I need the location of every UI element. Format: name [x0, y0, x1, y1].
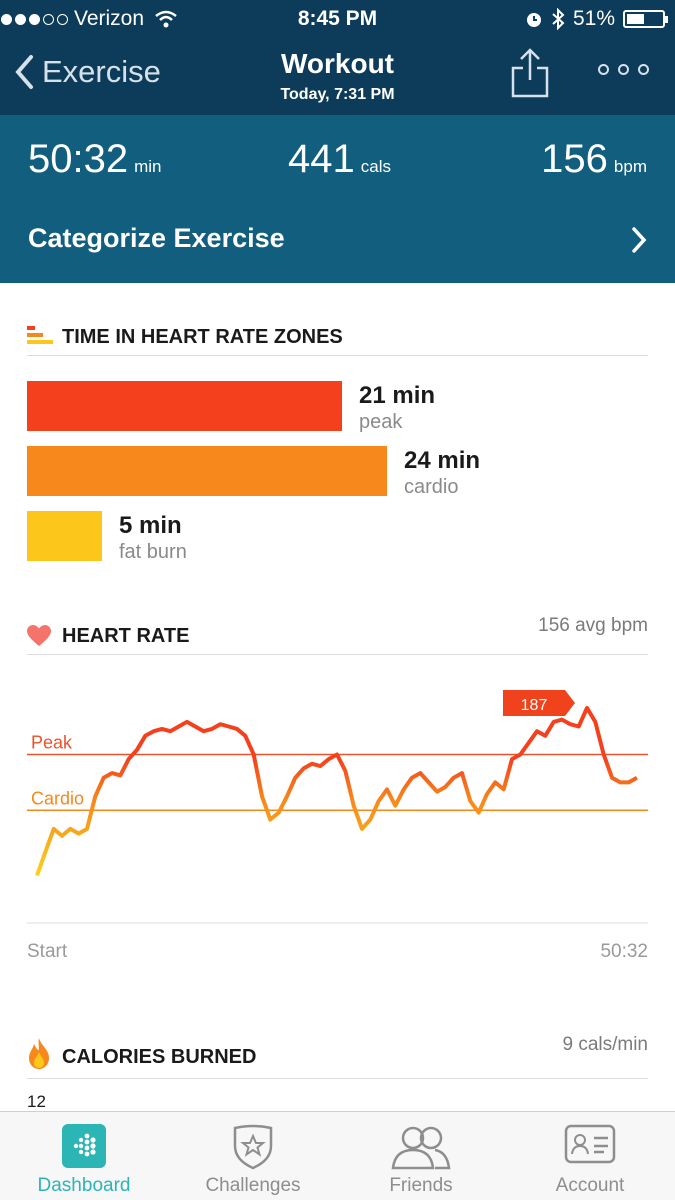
calories-stat: 441 cals — [288, 137, 391, 182]
bluetooth-icon — [552, 8, 565, 30]
zone-name: peak — [359, 411, 403, 433]
zone-minutes: 24 min — [404, 447, 481, 474]
account-icon — [564, 1124, 616, 1164]
heart-rate-title: HEART RATE — [62, 625, 190, 647]
chevron-left-icon — [15, 55, 33, 89]
friends-icon — [391, 1126, 451, 1170]
zone-label: 21 min peak — [359, 382, 435, 434]
carrier-name: Verizon — [74, 7, 145, 30]
zone-name: fat burn — [119, 541, 187, 563]
zone-minutes: 5 min — [119, 512, 182, 539]
status-right: 51% — [525, 7, 668, 31]
calories-unit: cals — [360, 157, 391, 176]
tab-friends[interactable]: Friends — [337, 1112, 505, 1200]
zone-label: 24 min cardio — [404, 447, 480, 499]
duration-stat: 50:32 min — [28, 137, 162, 182]
zone-bar-peak — [27, 381, 342, 431]
page-subtitle: Today, 7:31 PM — [280, 86, 395, 103]
bpm-unit: bpm — [613, 157, 647, 176]
duration-value: 50:32 — [28, 137, 129, 181]
tab-account[interactable]: Account — [506, 1112, 674, 1200]
zone-name: cardio — [404, 476, 459, 498]
reference-label-cardio: Cardio — [31, 788, 84, 808]
tab-dashboard[interactable]: Dashboard — [0, 1112, 168, 1200]
categorize-label: Categorize Exercise — [28, 223, 285, 253]
dashboard-icon — [62, 1124, 106, 1168]
heart-rate-header: HEART RATE 156 avg bpm — [27, 615, 648, 655]
calories-y-axis-top: 12 — [27, 1092, 46, 1111]
categorize-exercise-button[interactable]: Categorize Exercise — [0, 210, 675, 283]
flame-icon — [29, 1038, 49, 1069]
heart-rate-line — [35, 705, 638, 877]
chevron-right-icon — [632, 227, 647, 253]
tab-challenges[interactable]: Challenges — [169, 1112, 337, 1200]
calories-value: 441 — [288, 137, 355, 181]
heart-icon — [27, 625, 51, 646]
x-axis-start: Start — [27, 941, 68, 962]
carrier-info: Verizon — [0, 7, 178, 31]
status-bar: Verizon 8:45 PM 51% — [0, 0, 675, 38]
avg-bpm: 156 avg bpm — [538, 615, 648, 636]
x-axis-end: 50:32 — [600, 941, 648, 962]
tab-label: Friends — [389, 1175, 453, 1196]
wifi-icon — [155, 10, 177, 28]
tab-label: Challenges — [205, 1175, 301, 1196]
workout-stats: 50:32 min 441 cals 156 bpm Categorize Ex… — [0, 115, 675, 283]
reference-label-peak: Peak — [31, 732, 73, 752]
zone-bar-cardio — [27, 446, 387, 496]
more-options-icon[interactable] — [598, 64, 649, 75]
zone-minutes: 21 min — [359, 382, 436, 409]
challenges-icon — [233, 1124, 273, 1170]
tab-label: Dashboard — [37, 1175, 131, 1196]
nav-bar: Exercise Workout Today, 7:31 PM — [0, 38, 675, 115]
calories-rate: 9 cals/min — [562, 1034, 648, 1055]
signal-strength-icon — [1, 13, 68, 25]
battery-icon — [623, 10, 668, 28]
back-label: Exercise — [42, 54, 161, 89]
max-heart-rate-badge: 187 — [503, 690, 575, 716]
calories-header: CALORIES BURNED 9 cals/min — [27, 1034, 648, 1079]
share-icon[interactable] — [510, 48, 550, 98]
status-time: 8:45 PM — [297, 7, 378, 30]
zones-title: TIME IN HEART RATE ZONES — [62, 326, 343, 348]
tab-bar: Dashboard Challenges Friends Account — [0, 1111, 675, 1200]
zones-icon — [27, 326, 53, 344]
page-title: Workout — [280, 48, 395, 79]
zone-label: 5 min fat burn — [119, 512, 187, 564]
alarm-icon — [526, 13, 541, 27]
zones-header: TIME IN HEART RATE ZONES — [27, 316, 648, 356]
heart-rate-stat: 156 bpm — [541, 137, 647, 182]
calories-title: CALORIES BURNED — [62, 1046, 257, 1068]
tab-label: Account — [555, 1175, 625, 1196]
zone-bar-fat-burn — [27, 511, 102, 561]
battery-percent: 51% — [572, 7, 615, 30]
heart-rate-chart: Peak Cardio 187 — [27, 690, 648, 924]
back-button[interactable]: Exercise — [14, 54, 161, 90]
duration-unit: min — [134, 157, 162, 176]
bpm-value: 156 — [541, 137, 608, 181]
max-heart-rate-label: 187 — [521, 697, 548, 714]
